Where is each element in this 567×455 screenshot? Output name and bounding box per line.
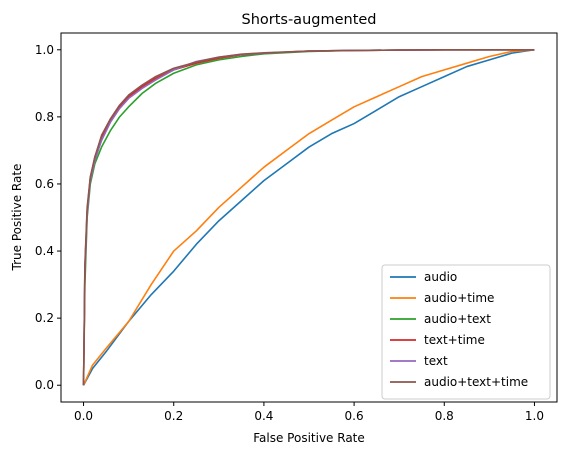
chart-title: Shorts-augmented <box>241 12 376 28</box>
x-axis-label: False Positive Rate <box>253 431 365 445</box>
y-axis-label: True Positive Rate <box>10 164 24 272</box>
x-tick-label: 0.8 <box>435 409 454 423</box>
y-tick-label: 0.6 <box>35 177 54 191</box>
legend-label: audio <box>424 270 457 284</box>
y-tick-label: 0.8 <box>35 110 54 124</box>
legend-box <box>381 264 551 400</box>
legend-label: audio+text <box>424 312 491 326</box>
series-line-audio <box>82 48 535 386</box>
x-tick-label: 1.0 <box>525 409 544 423</box>
y-axis: 0.0 0.2 0.4 0.6 0.8 1.0 <box>35 43 61 392</box>
y-tick-label: 0.2 <box>35 311 54 325</box>
series-lines <box>82 48 535 386</box>
y-tick-label: 0.4 <box>35 244 54 258</box>
x-tick-label: 0.6 <box>345 409 364 423</box>
y-tick-label: 1.0 <box>35 43 54 57</box>
series-line-audio-time <box>82 48 535 386</box>
x-tick-label: 0.2 <box>164 409 183 423</box>
plot-area <box>60 32 558 403</box>
legend-label: audio+text+time <box>424 375 528 389</box>
y-tick-label: 0.0 <box>35 378 54 392</box>
x-tick-label: 0.0 <box>74 409 93 423</box>
series-line-audio-text-time <box>82 48 535 386</box>
x-axis: 0.0 0.2 0.4 0.6 0.8 1.0 <box>74 402 544 423</box>
legend-label: audio+time <box>424 291 494 305</box>
x-tick-label: 0.4 <box>254 409 273 423</box>
legend: audio audio+time audio+text text+time text au… <box>381 264 551 400</box>
legend-label: text <box>424 354 448 368</box>
legend-label: text+time <box>424 333 485 347</box>
